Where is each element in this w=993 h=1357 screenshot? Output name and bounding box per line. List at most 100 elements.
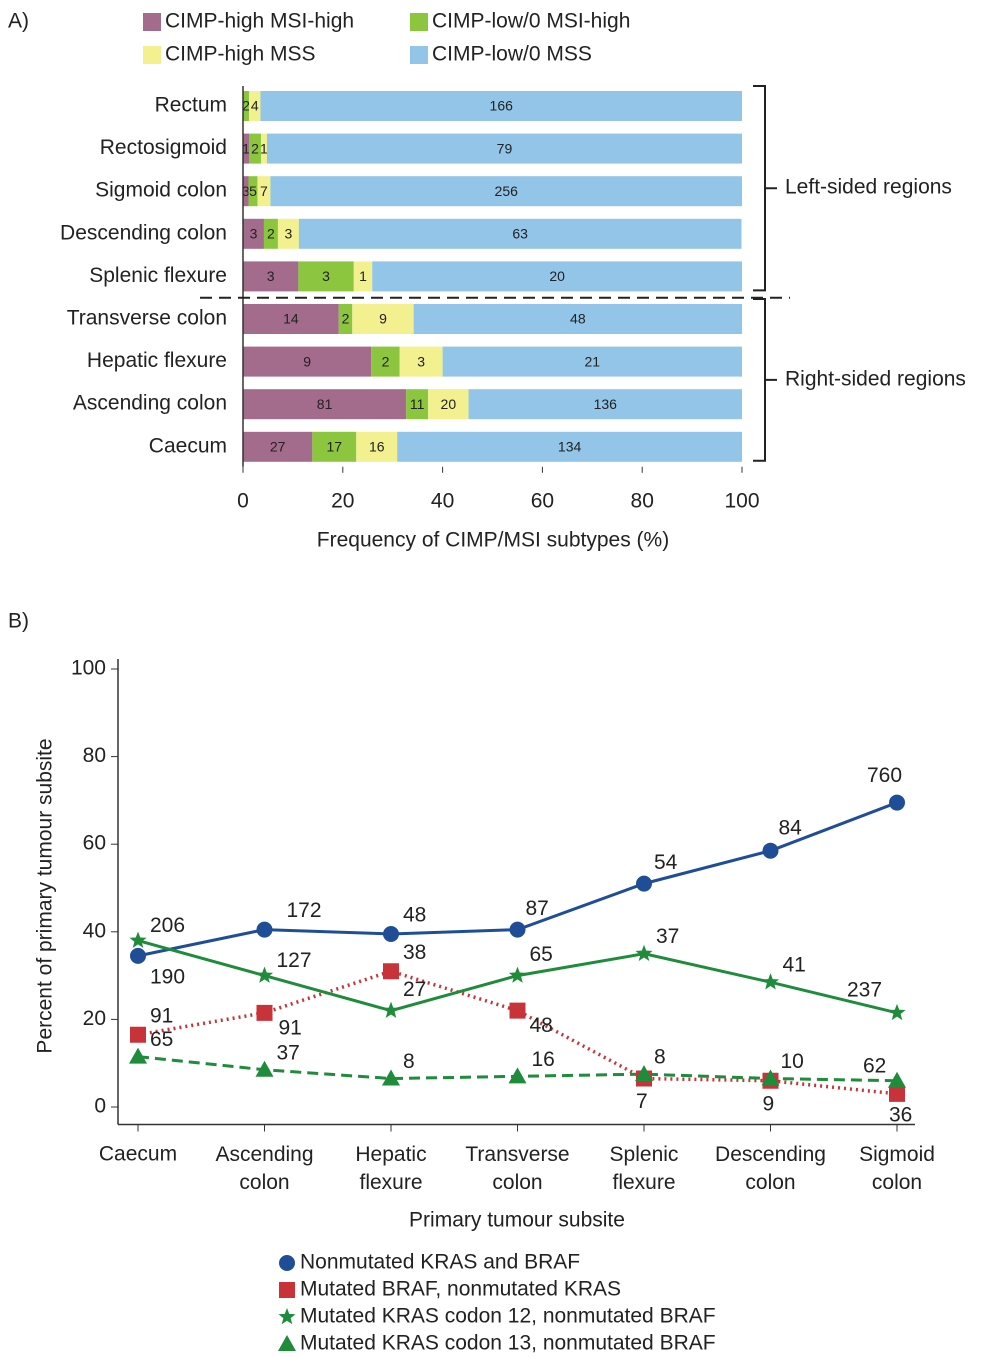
data-label: 14 [283,311,299,327]
bar-segment [243,133,249,164]
data-label: 3 [322,268,330,284]
data-label: 190 [150,965,185,988]
x-tick-label: Transverse colon [465,1143,569,1194]
data-label: 48 [530,1014,553,1037]
data-label: 38 [403,941,426,964]
data-label: 9 [379,311,387,327]
x-tick-label: 100 [724,490,759,513]
data-label: 4 [251,98,259,114]
panel-label: B) [8,610,29,633]
data-label: 1 [260,140,268,156]
legend-label: Mutated KRAS codon 13, nonmutated BRAF [300,1332,716,1355]
data-label: 11 [410,396,425,412]
data-label: 27 [403,978,426,1001]
x-tick-label: Caecum [99,1143,177,1166]
data-label: 3 [267,268,275,284]
x-axis-label: Primary tumour subsite [409,1209,625,1232]
legend-label: CIMP-low/0 MSI-high [432,10,630,33]
y-tick-label: Descending colon [60,221,227,244]
bar-segment [243,346,372,377]
bar-segment [413,304,742,334]
marker [889,794,905,811]
marker [508,966,527,983]
data-label: 84 [779,816,803,839]
x-tick-label: Splenic flexure [610,1143,679,1194]
data-label: 760 [867,764,902,787]
bar-segment [397,431,742,462]
data-label: 166 [490,98,514,114]
data-label: 206 [150,914,185,937]
y-tick-label: Rectosigmoid [100,136,227,159]
data-label: 87 [526,897,549,920]
marker [635,944,653,961]
marker [508,1067,527,1084]
bracket [753,85,777,292]
data-label: 3 [250,226,258,242]
data-label: 2 [382,353,390,369]
marker [255,1060,274,1077]
bar-segment [270,176,742,207]
y-tick-label: 0 [94,1095,106,1118]
bar-segment [352,304,414,334]
x-axis-label: Frequency of CIMP/MSI subtypes (%) [317,529,669,552]
x-tick-label: 20 [331,490,354,513]
data-label: 16 [532,1048,555,1071]
bar-segment [298,261,354,292]
marker [761,973,780,990]
bar-segment [277,218,299,249]
y-tick-label: 60 [83,832,106,855]
data-label: 8 [654,1046,666,1069]
legend-label: CIMP-high MSS [165,43,316,66]
marker [256,921,273,938]
data-label: 1 [242,140,250,156]
legend-marker [278,1335,296,1351]
data-label: 2 [267,226,275,242]
data-label: 54 [654,851,678,874]
legend-label: Mutated KRAS codon 12, nonmutated BRAF [300,1305,716,1328]
data-label: 37 [656,925,679,948]
data-label: 10 [781,1050,804,1073]
bar-segment [263,218,278,249]
data-label: 256 [495,183,519,199]
legend-label: Nonmutated KRAS and BRAF [300,1251,580,1274]
data-label: 3 [242,183,250,199]
marker [130,947,146,964]
legend-swatch [143,13,161,31]
data-label: 9 [303,353,311,369]
data-label: 7 [260,183,268,199]
data-label: 17 [327,439,343,455]
marker [256,1004,273,1021]
data-label: 79 [497,140,513,156]
y-tick-label: Splenic flexure [89,264,227,287]
data-label: 65 [530,943,553,966]
data-label: 1 [359,268,367,284]
legend-swatch [410,46,428,64]
data-label: 65 [150,1028,173,1051]
data-label: 127 [277,949,312,972]
legend-label: CIMP-high MSI-high [165,10,354,33]
bar-segment [298,218,742,249]
data-label: 8 [403,1050,415,1073]
bar-segment [248,91,261,121]
bar-segment [353,261,373,292]
marker [762,842,779,859]
bar-segment [442,346,742,377]
bar-segment [243,91,249,121]
bar-segment [260,133,267,164]
marker [130,1026,146,1043]
marker [382,1001,400,1018]
y-tick-label: Hepatic flexure [87,349,227,372]
y-tick-label: 80 [83,744,106,767]
data-label: 2 [242,98,250,114]
bar-segment [266,133,742,164]
marker [635,1065,653,1082]
marker [129,931,147,948]
data-label: 172 [287,899,322,922]
marker [509,921,526,938]
data-label: 41 [783,954,806,977]
marker [383,925,399,942]
y-tick-label: Transverse colon [67,307,227,330]
data-label: 20 [441,396,457,412]
marker [382,1069,400,1086]
